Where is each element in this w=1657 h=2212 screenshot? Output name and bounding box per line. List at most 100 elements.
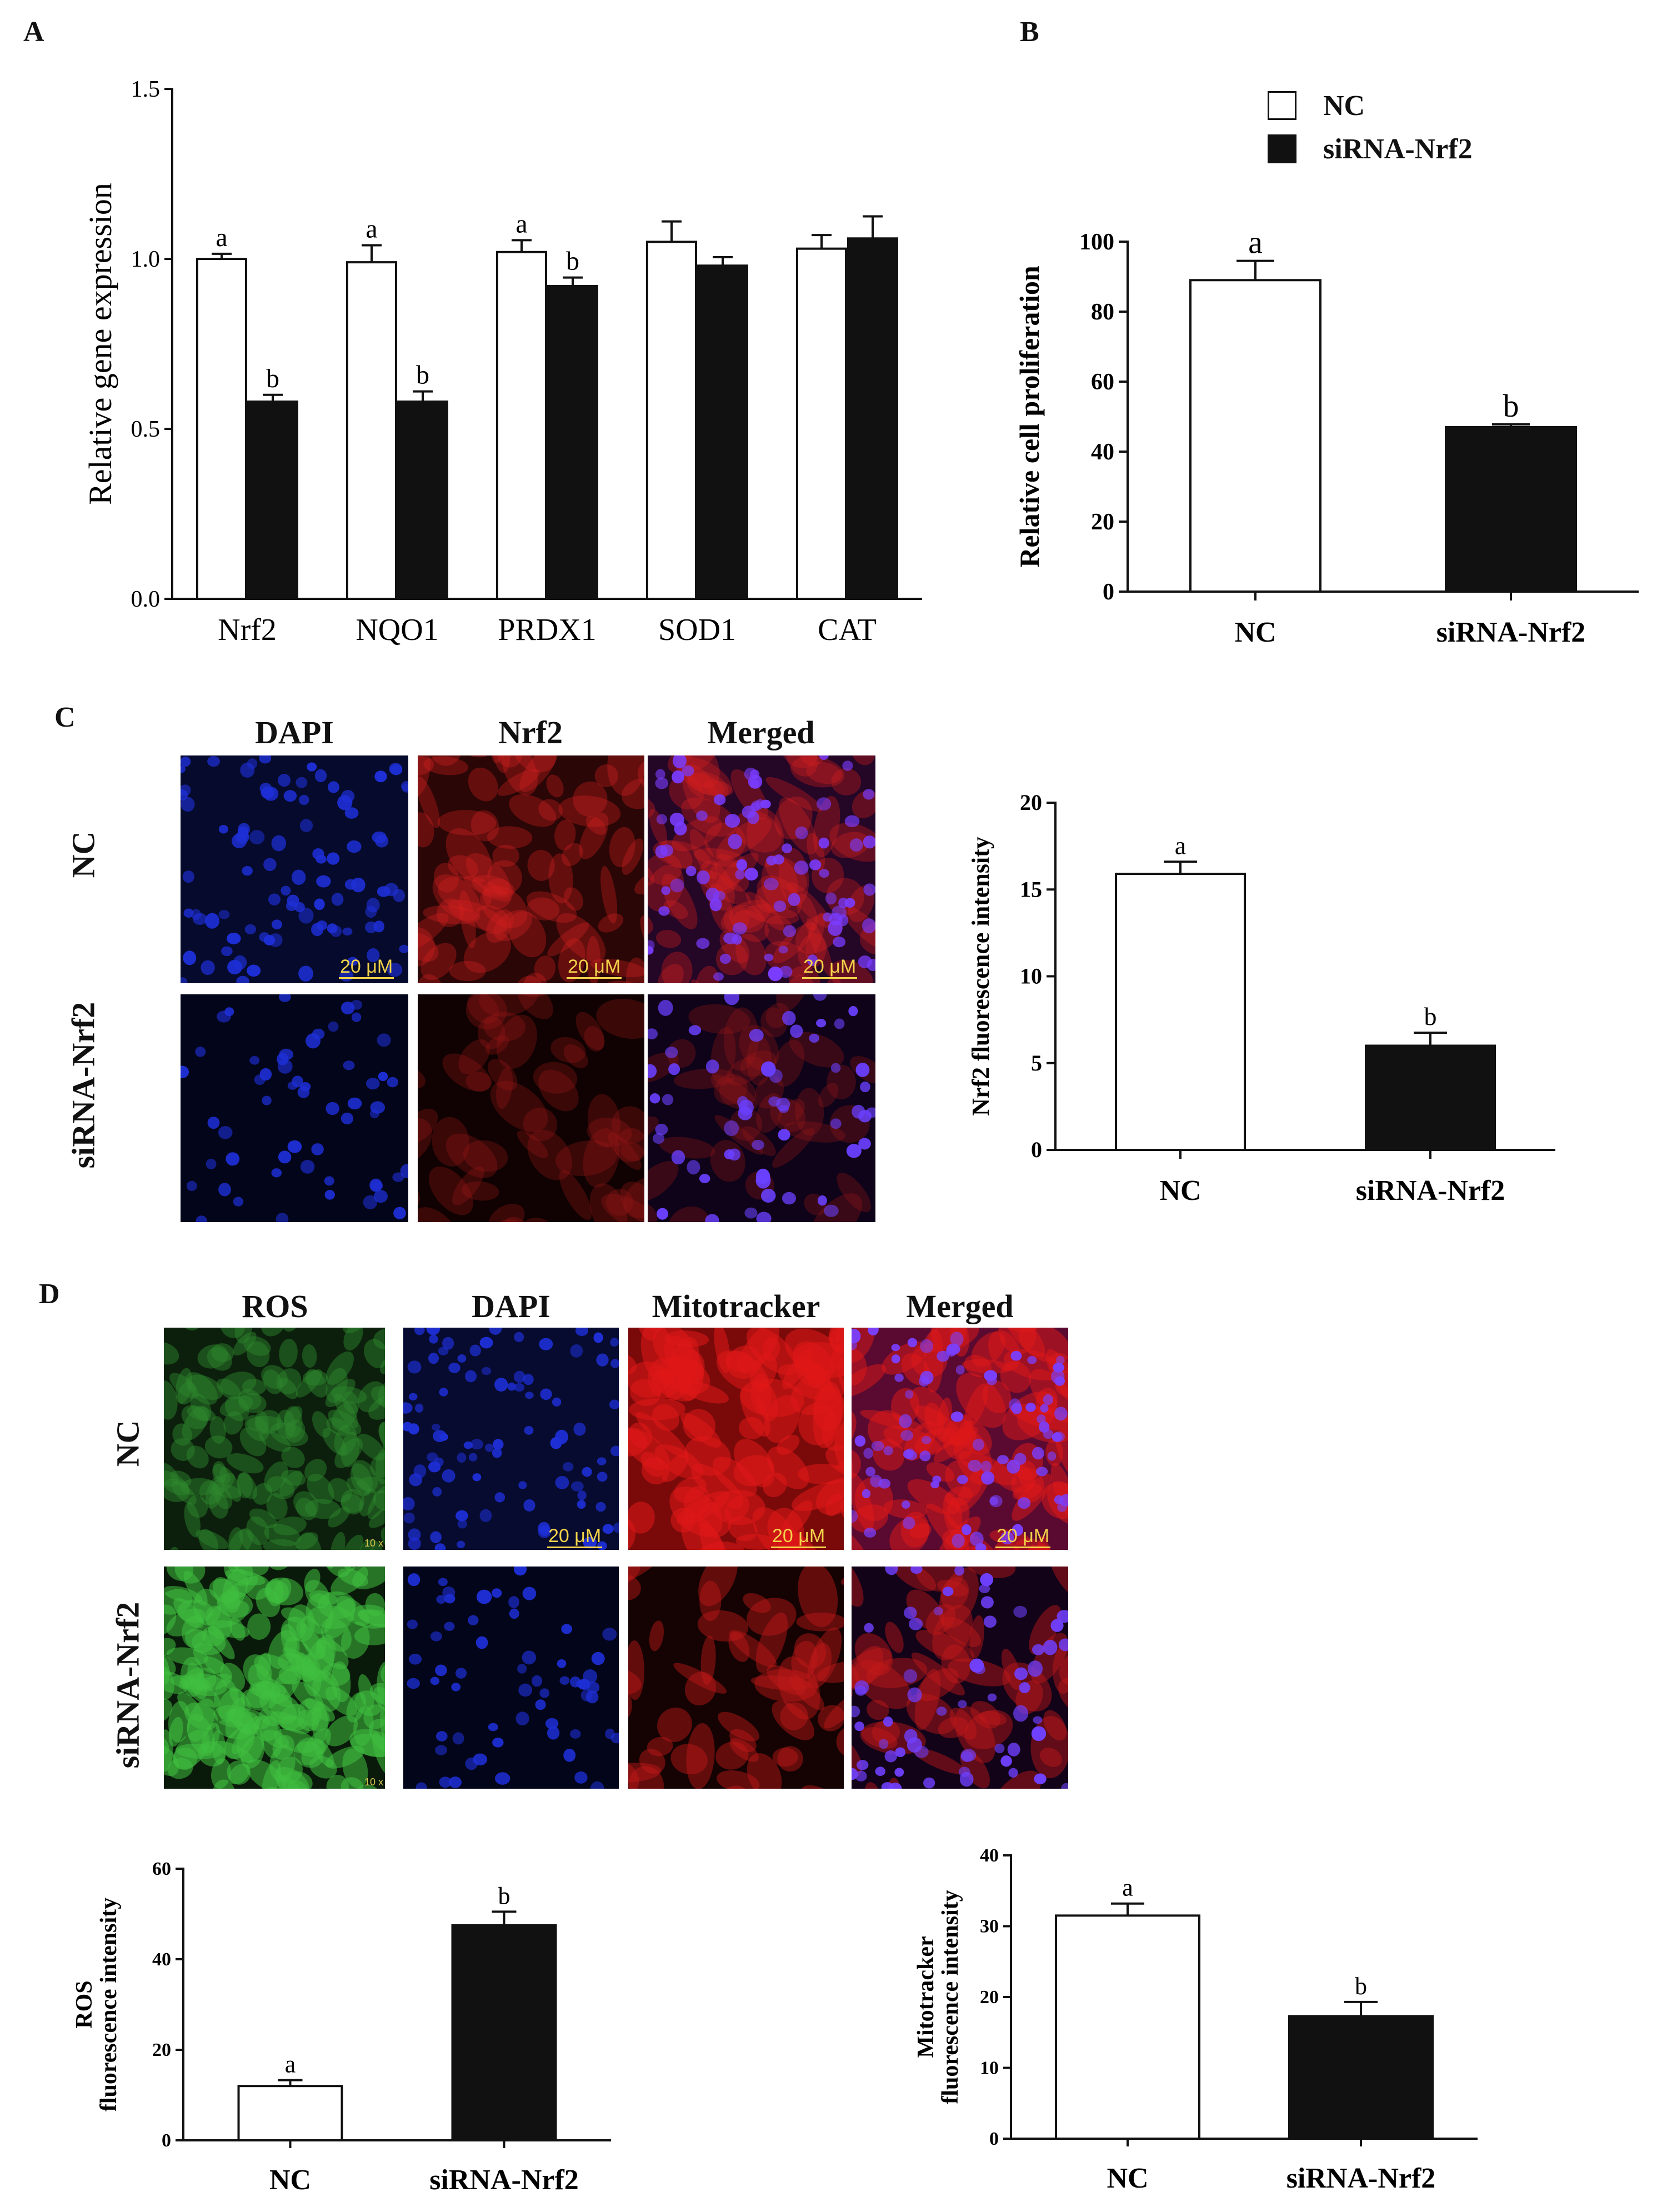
cell-body [697, 1610, 749, 1642]
cell-body [267, 1476, 295, 1499]
cell-body [334, 1394, 358, 1428]
cell-body [628, 1761, 639, 1789]
cell-body [519, 755, 558, 792]
nucleus [297, 1086, 310, 1098]
nucleus [1010, 1350, 1022, 1361]
nucleus [987, 1693, 997, 1701]
nucleus [658, 906, 670, 916]
nucleus [665, 1047, 678, 1058]
nucleus [489, 1328, 502, 1335]
nucleus [825, 892, 837, 905]
nucleus [705, 1059, 719, 1074]
cell-body [716, 817, 772, 859]
nucleus [207, 1117, 220, 1129]
cell-body [233, 1332, 257, 1356]
cell-body [378, 1422, 385, 1448]
cell-body [449, 960, 486, 982]
cell-body [661, 952, 693, 983]
cell-body [798, 1567, 838, 1627]
cell-body [718, 1711, 760, 1741]
cell-body [486, 909, 514, 943]
cell-body [526, 891, 577, 923]
cell-body [517, 1130, 548, 1158]
cell-body [793, 1341, 834, 1384]
nucleus [697, 870, 710, 885]
nucleus [852, 1104, 865, 1119]
cell-body [252, 1483, 273, 1505]
cell-body [598, 913, 624, 933]
cell-body [807, 1627, 842, 1689]
cell-body [423, 756, 469, 775]
nucleus [268, 893, 281, 905]
cell-body [614, 1128, 644, 1163]
nucleus [428, 1353, 439, 1364]
nucleus [247, 758, 258, 769]
cell-body [622, 838, 644, 875]
cell-body [487, 860, 522, 895]
nucleus [903, 1517, 915, 1530]
nucleus [903, 1669, 918, 1683]
cell-body [726, 1056, 763, 1086]
nucleus [848, 1006, 858, 1017]
cell-body [673, 1068, 735, 1089]
legend-item-sirna: siRNA-Nrf2 [1268, 129, 1473, 168]
cell-body [445, 828, 492, 883]
x-tick-label: siRNA-Nrf2 [429, 2164, 579, 2196]
cell-body [418, 1207, 463, 1222]
cell-body [754, 1669, 818, 1702]
nucleus [908, 1618, 923, 1630]
cell-body [798, 933, 827, 969]
d-header-merged: Merged [906, 1288, 1014, 1324]
nucleus [259, 755, 272, 764]
nucleus [849, 838, 863, 852]
nucleus [844, 815, 860, 828]
nucleus [583, 1669, 598, 1684]
cell-body [197, 1667, 217, 1690]
nucleus [518, 1481, 527, 1489]
scale-bar-d-mitotracker: 20 μM [771, 1527, 827, 1548]
cell-body [831, 768, 862, 795]
nucleus [904, 1607, 917, 1619]
cell-body [248, 1664, 274, 1700]
cell-body [328, 1507, 350, 1528]
cell-body [790, 1675, 825, 1710]
significance-letter: b [1424, 1002, 1437, 1030]
nucleus [343, 1060, 355, 1070]
cell-body [563, 1044, 588, 1068]
cell-body [852, 1328, 875, 1363]
cell-body [326, 1775, 349, 1789]
nucleus [809, 1033, 819, 1043]
nucleus [326, 1102, 339, 1115]
cell-body [791, 1640, 818, 1680]
cell-body [911, 1652, 965, 1696]
nucleus [980, 1460, 992, 1473]
nucleus [829, 913, 843, 926]
nucleus [819, 755, 829, 760]
cell-body [214, 1487, 233, 1509]
nucleus [448, 1362, 460, 1373]
cell-body [296, 1498, 317, 1520]
cell-body [970, 1701, 1001, 1729]
nucleus [465, 1757, 478, 1770]
y-tick-label: 0 [1031, 1137, 1042, 1162]
nucleus [509, 1608, 519, 1619]
nucleus [494, 1492, 505, 1503]
cell-body [827, 1064, 856, 1100]
cell-body [608, 1132, 642, 1170]
nucleus [1032, 1644, 1045, 1655]
cell-body [209, 1416, 226, 1444]
nucleus [435, 1745, 447, 1755]
nucleus [481, 1367, 492, 1375]
nucleus [196, 1215, 207, 1222]
nucleus [365, 905, 377, 918]
cell-body [359, 1488, 377, 1517]
cell-body [207, 1347, 232, 1371]
nucleus [403, 1402, 413, 1414]
nucleus [863, 883, 875, 896]
cell-body [185, 1372, 218, 1405]
cell-body [669, 1487, 723, 1537]
nucleus [863, 789, 875, 800]
cell-body [199, 1480, 221, 1505]
nucleus [407, 1573, 420, 1587]
nucleus [778, 945, 788, 954]
